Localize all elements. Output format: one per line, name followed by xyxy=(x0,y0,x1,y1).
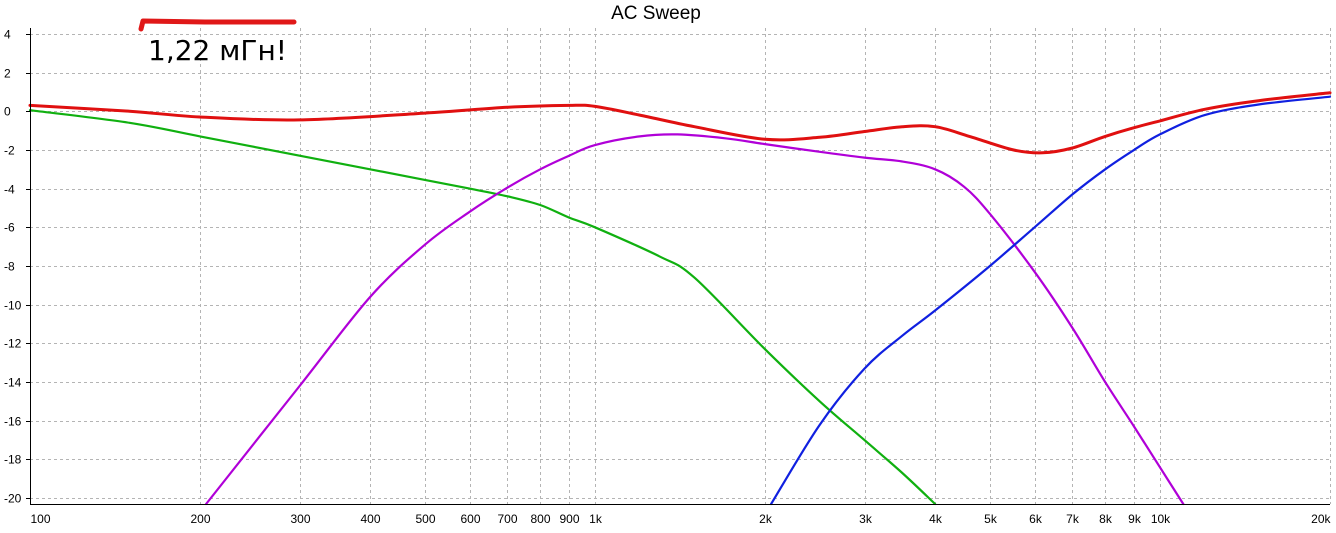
x-tick-label: 800 xyxy=(530,512,550,526)
y-tick-label: -2 xyxy=(4,144,15,158)
y-tick-label: 0 xyxy=(4,105,11,119)
x-tick-label: 200 xyxy=(190,512,210,526)
series-line-3 xyxy=(205,133,1185,506)
x-tick-label: 400 xyxy=(360,512,380,526)
y-tick-label: -12 xyxy=(4,337,22,351)
x-tick-label: 900 xyxy=(559,512,579,526)
x-tick-label: 7k xyxy=(1066,512,1080,526)
axes: 100 200 300 400 500 600 700 800 900 1k 2k 3k 4k 5k 6k 7… xyxy=(4,28,1331,527)
x-tick-label: 5k xyxy=(984,512,998,526)
series-layer xyxy=(28,91,1332,506)
x-tick-label: 20k xyxy=(1311,512,1331,526)
chart-title: AC Sweep xyxy=(611,3,701,24)
x-tick-label: 10k xyxy=(1151,512,1171,526)
x-tick-label: 9k xyxy=(1128,512,1142,526)
grid xyxy=(30,28,1331,504)
series-line-1 xyxy=(28,91,1332,155)
x-tick-label: 300 xyxy=(290,512,310,526)
y-tick-label: -4 xyxy=(4,183,15,197)
x-tick-label: 6k xyxy=(1029,512,1043,526)
x-tick-label: 500 xyxy=(415,512,435,526)
annotation-marker-stroke xyxy=(138,18,297,32)
annotation-mark: 1,22 мГн! xyxy=(138,18,297,67)
y-tick-label: -8 xyxy=(4,260,15,274)
x-tick-label: 100 xyxy=(31,512,51,526)
annotation-text: 1,22 мГн! xyxy=(148,34,287,67)
y-tick-label: -16 xyxy=(4,415,22,429)
x-tick-label: 2k xyxy=(759,512,773,526)
y-tick-label: -10 xyxy=(4,299,22,313)
y-tick-label: -18 xyxy=(4,453,22,467)
y-tick-label: 4 xyxy=(4,28,11,42)
x-tick-label: 4k xyxy=(929,512,943,526)
y-tick-label: -20 xyxy=(4,492,22,506)
series-line-4 xyxy=(770,95,1332,506)
y-tick-label: -6 xyxy=(4,221,15,235)
y-tick-label: 2 xyxy=(4,67,11,81)
x-tick-label: 8k xyxy=(1099,512,1113,526)
x-tick-label: 700 xyxy=(497,512,517,526)
x-tick-label: 3k xyxy=(859,512,873,526)
x-tick-label: 1k xyxy=(589,512,603,526)
x-tick-label: 600 xyxy=(460,512,480,526)
series-line-2 xyxy=(28,109,937,506)
y-tick-label: -14 xyxy=(4,376,22,390)
